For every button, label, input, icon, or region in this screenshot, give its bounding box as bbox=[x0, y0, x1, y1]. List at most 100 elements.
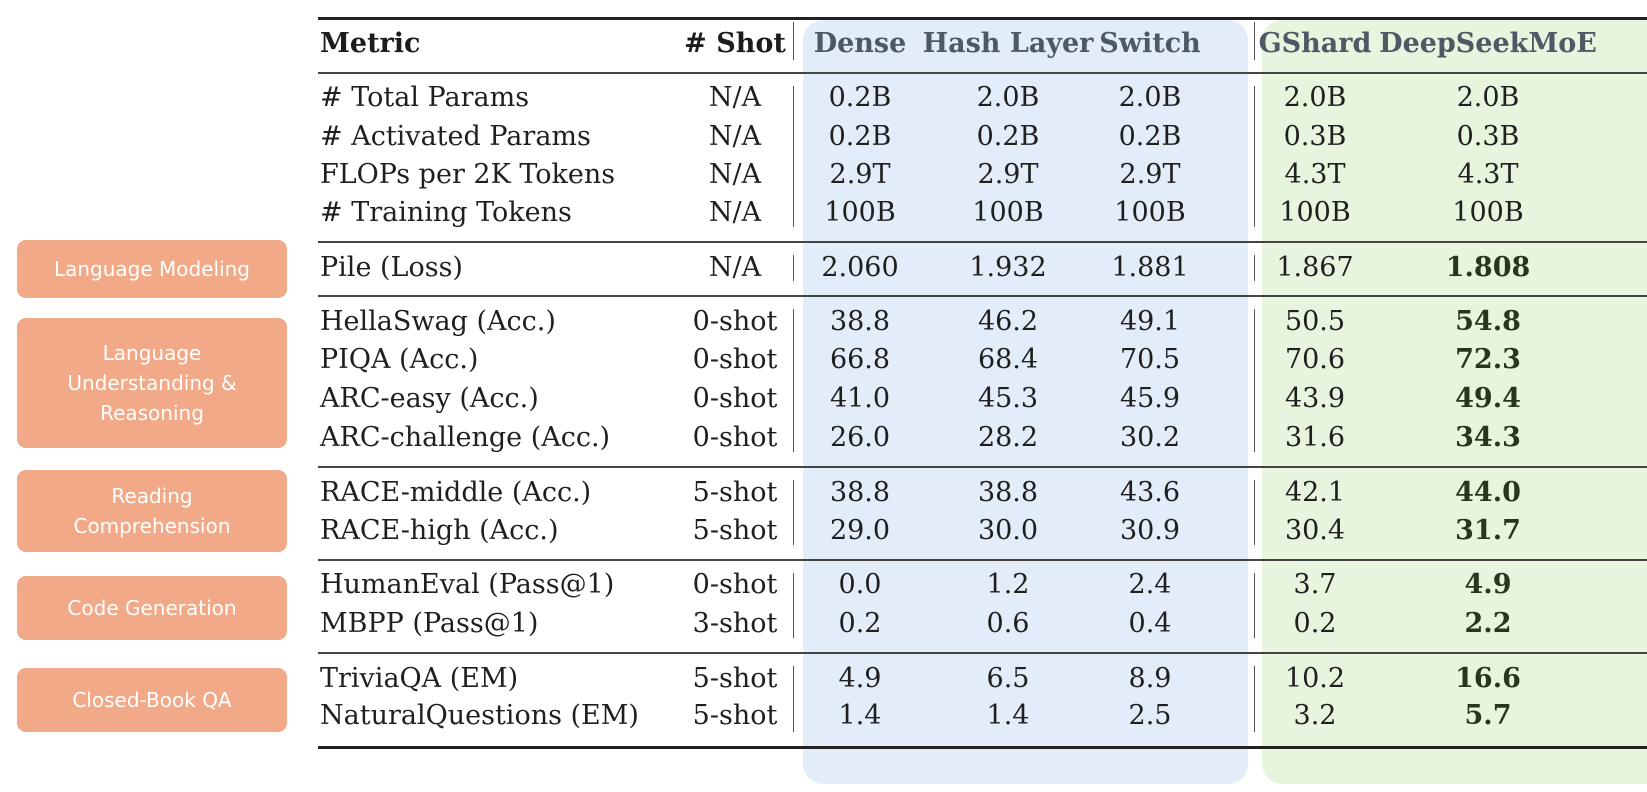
table-cell: 1.867 bbox=[1276, 252, 1354, 283]
table-cell: 1.932 bbox=[969, 252, 1047, 283]
table-cell: 70.5 bbox=[1119, 344, 1181, 375]
shot-value: 3-shot bbox=[692, 608, 778, 639]
table-cell: 26.0 bbox=[829, 422, 891, 453]
column-separator bbox=[1254, 480, 1255, 545]
table-cell: 38.8 bbox=[829, 477, 891, 508]
table-cell: 0.2B bbox=[976, 121, 1040, 152]
table-cell: 3.2 bbox=[1293, 700, 1337, 731]
table-cell: 44.0 bbox=[1455, 477, 1521, 508]
metric-header: Metric bbox=[320, 28, 421, 59]
column-separator bbox=[1254, 309, 1255, 452]
table-cell: 2.060 bbox=[821, 252, 899, 283]
table-rule bbox=[318, 746, 1647, 749]
table-cell: 1.808 bbox=[1445, 252, 1531, 283]
table-cell: 5.7 bbox=[1464, 700, 1512, 731]
metric-label: Pile (Loss) bbox=[320, 252, 463, 283]
model-header-switch: Switch bbox=[1099, 28, 1201, 59]
column-separator bbox=[793, 22, 794, 60]
table-cell: 100B bbox=[972, 197, 1044, 228]
metric-label: # Activated Params bbox=[320, 121, 591, 152]
table-cell: 54.8 bbox=[1455, 306, 1521, 337]
table-cell: 100B bbox=[1452, 197, 1524, 228]
column-separator bbox=[1254, 22, 1255, 60]
table-cell: 4.3T bbox=[1284, 159, 1346, 190]
table-cell: 2.0B bbox=[1283, 82, 1347, 113]
model-header-gshard: GShard bbox=[1258, 28, 1372, 59]
table-cell: 0.2 bbox=[1293, 608, 1337, 639]
column-separator bbox=[793, 480, 794, 545]
category-label-text: Reading Comprehension bbox=[73, 484, 231, 538]
shot-value: 5-shot bbox=[692, 515, 778, 546]
table-cell: 49.1 bbox=[1119, 306, 1181, 337]
shot-header: # Shot bbox=[684, 28, 786, 59]
table-cell: 2.0B bbox=[1118, 82, 1182, 113]
table-cell: 45.3 bbox=[977, 383, 1039, 414]
table-cell: 100B bbox=[824, 197, 896, 228]
shot-value: 0-shot bbox=[692, 422, 778, 453]
table-cell: 29.0 bbox=[829, 515, 891, 546]
table-cell: 2.4 bbox=[1128, 569, 1172, 600]
baseline-models-highlight bbox=[803, 20, 1248, 784]
metric-label: # Training Tokens bbox=[320, 197, 572, 228]
table-cell: 30.2 bbox=[1119, 422, 1181, 453]
table-cell: 34.3 bbox=[1455, 422, 1521, 453]
table-cell: 6.5 bbox=[986, 663, 1030, 694]
table-cell: 2.9T bbox=[977, 159, 1039, 190]
table-cell: 100B bbox=[1114, 197, 1186, 228]
metric-label: FLOPs per 2K Tokens bbox=[320, 159, 616, 190]
table-cell: 0.2B bbox=[828, 82, 892, 113]
column-separator bbox=[1254, 573, 1255, 638]
table-cell: 30.4 bbox=[1284, 515, 1346, 546]
shot-value: 5-shot bbox=[692, 663, 778, 694]
metric-label: HumanEval (Pass@1) bbox=[320, 569, 615, 600]
table-rule bbox=[318, 652, 1647, 654]
table-cell: 4.3T bbox=[1457, 159, 1519, 190]
column-separator bbox=[793, 86, 794, 227]
table-cell: 50.5 bbox=[1284, 306, 1346, 337]
category-label-text: Code Generation bbox=[67, 596, 237, 620]
table-cell: 2.9T bbox=[1119, 159, 1181, 190]
table-cell: 43.6 bbox=[1119, 477, 1181, 508]
column-separator bbox=[793, 573, 794, 638]
table-rule bbox=[318, 72, 1647, 74]
table-cell: 4.9 bbox=[838, 663, 882, 694]
table-cell: 0.2B bbox=[828, 121, 892, 152]
shot-value: 0-shot bbox=[692, 306, 778, 337]
category-label: Code Generation bbox=[17, 576, 287, 640]
table-cell: 72.3 bbox=[1455, 344, 1521, 375]
table-rule bbox=[318, 295, 1647, 297]
table-cell: 0.4 bbox=[1128, 608, 1172, 639]
column-separator bbox=[1254, 86, 1255, 227]
metric-label: ARC-easy (Acc.) bbox=[320, 383, 539, 414]
table-cell: 70.6 bbox=[1284, 344, 1346, 375]
shot-value: 0-shot bbox=[692, 569, 778, 600]
shot-value: 5-shot bbox=[692, 700, 778, 731]
shot-value: 0-shot bbox=[692, 383, 778, 414]
column-separator bbox=[793, 309, 794, 452]
shot-value: N/A bbox=[708, 121, 762, 152]
table-cell: 68.4 bbox=[977, 344, 1039, 375]
column-separator bbox=[1254, 255, 1255, 281]
table-cell: 31.6 bbox=[1284, 422, 1346, 453]
model-header-deepseekmoe: DeepSeekMoE bbox=[1379, 28, 1597, 59]
category-label: Reading Comprehension bbox=[17, 470, 287, 552]
table-cell: 45.9 bbox=[1119, 383, 1181, 414]
table-cell: 10.2 bbox=[1284, 663, 1346, 694]
model-header-dense: Dense bbox=[813, 28, 907, 59]
metric-label: # Total Params bbox=[320, 82, 530, 113]
table-rule bbox=[318, 559, 1647, 561]
shot-value: 5-shot bbox=[692, 477, 778, 508]
shot-value: N/A bbox=[708, 159, 762, 190]
table-cell: 43.9 bbox=[1284, 383, 1346, 414]
table-cell: 0.3B bbox=[1283, 121, 1347, 152]
table-cell: 1.4 bbox=[986, 700, 1030, 731]
table-cell: 100B bbox=[1279, 197, 1351, 228]
table-cell: 0.2 bbox=[838, 608, 882, 639]
table-rule bbox=[318, 466, 1647, 468]
table-cell: 49.4 bbox=[1455, 383, 1521, 414]
table-cell: 4.9 bbox=[1464, 569, 1512, 600]
table-cell: 42.1 bbox=[1284, 477, 1346, 508]
table-cell: 30.9 bbox=[1119, 515, 1181, 546]
table-cell: 1.2 bbox=[986, 569, 1030, 600]
shot-value: N/A bbox=[708, 197, 762, 228]
